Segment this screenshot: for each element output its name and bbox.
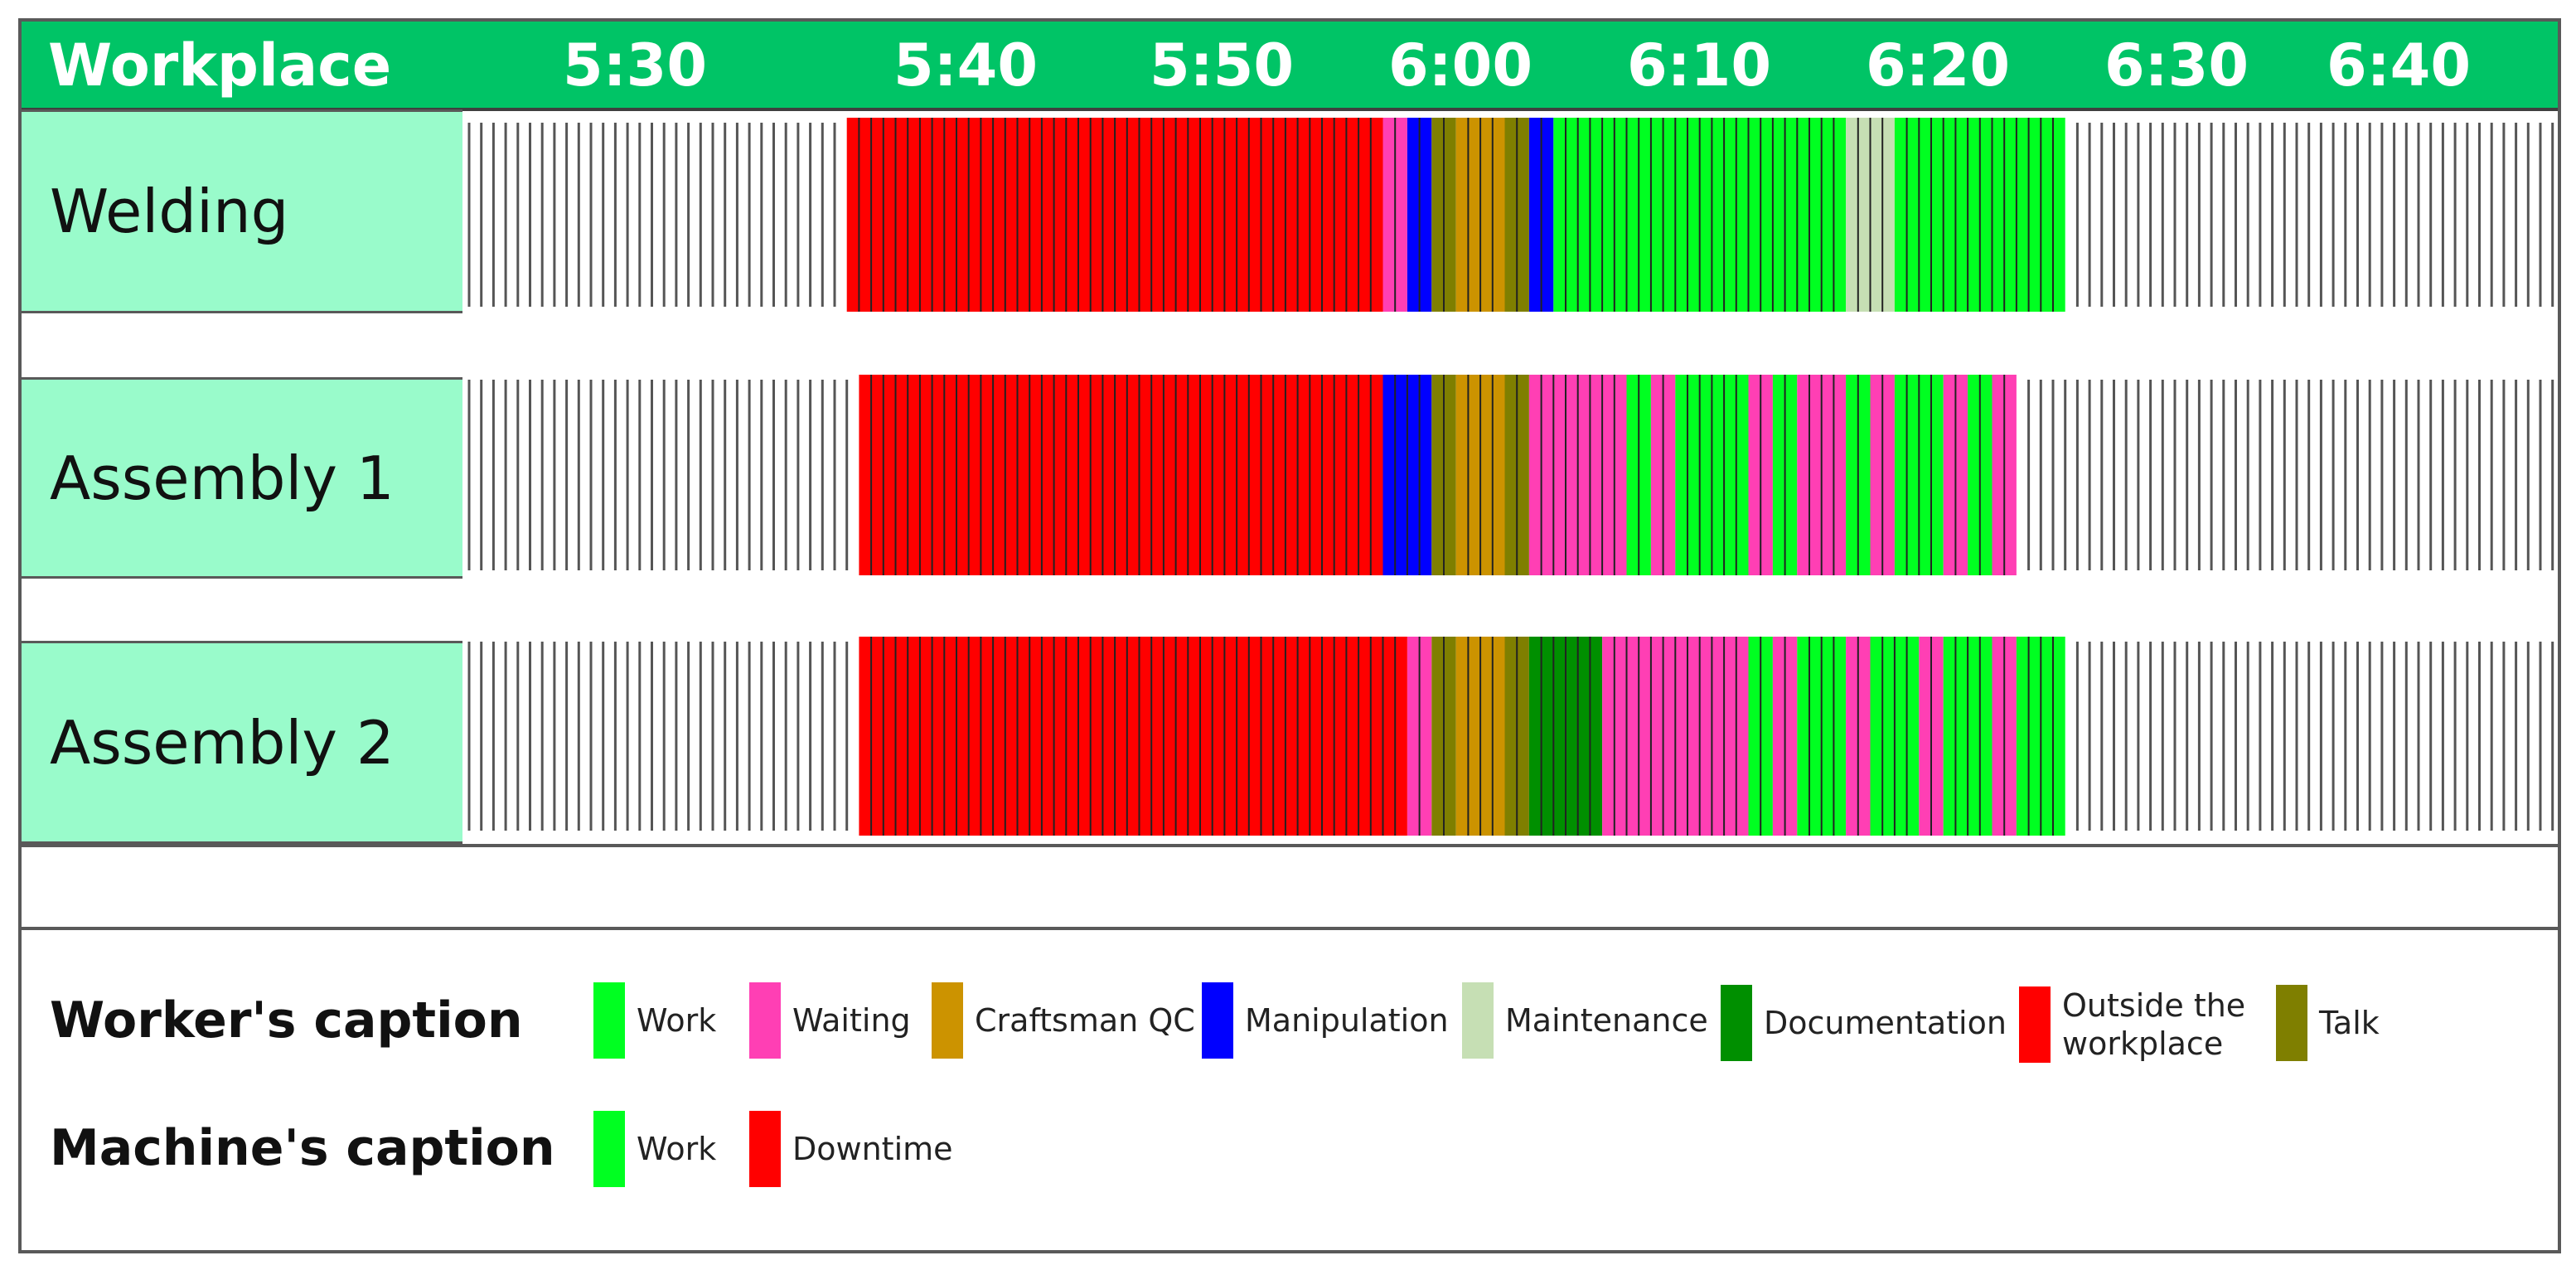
chart-title: Workplace <box>48 32 392 99</box>
legend-item-machine-work: Work <box>593 1111 716 1187</box>
legend-item-talk: Talk <box>2276 985 2380 1061</box>
legend-item-waiting: Waiting <box>749 982 911 1059</box>
x-tick-label: 6:40 <box>2326 32 2472 99</box>
legend-item-documentation: Documentation <box>1721 985 2007 1061</box>
x-tick-label: 6:00 <box>1387 32 1533 99</box>
legend-swatch <box>1202 982 1233 1059</box>
row-label-text: Assembly 2 <box>50 707 395 778</box>
x-tick-label: 6:20 <box>1865 32 2011 99</box>
x-tick-label: 5:30 <box>562 32 708 99</box>
legend-label: Documentation <box>1764 1005 2007 1041</box>
gantt-row <box>467 375 2554 575</box>
legend-label: Manipulation <box>1245 1002 1449 1039</box>
divider-line <box>22 844 2558 847</box>
legend-swatch <box>1462 982 1494 1059</box>
legend-label: Maintenance <box>1505 1002 1708 1039</box>
legend-swatch <box>2276 985 2307 1061</box>
legend-label: Craftsman QC <box>975 1002 1195 1039</box>
worker-caption-title: Worker's caption <box>50 991 523 1049</box>
x-tick-label: 6:30 <box>2104 32 2249 99</box>
legend-item-manipulation: Manipulation <box>1202 982 1449 1059</box>
x-tick-label: 6:10 <box>1626 32 1772 99</box>
gantt-row <box>467 637 2554 836</box>
row-label-assembly-2: Assembly 2 <box>22 641 462 844</box>
legend-swatch <box>749 982 781 1059</box>
row-label-text: Assembly 1 <box>50 443 395 513</box>
legend-swatch <box>749 1111 781 1187</box>
legend-swatch <box>2019 986 2051 1063</box>
legend-item-downtime: Downtime <box>749 1111 953 1187</box>
x-tick-label: 5:40 <box>893 32 1039 99</box>
legend-swatch <box>593 1111 625 1187</box>
legend-item-outside-workplace: Outside the workplace <box>2019 986 2245 1063</box>
legend-swatch <box>1721 985 1752 1061</box>
gantt-row <box>467 118 2554 312</box>
legend-label: Waiting <box>792 1002 911 1039</box>
legend-label: Work <box>637 1002 717 1039</box>
header-divider <box>22 108 2558 111</box>
legend-item-maintenance: Maintenance <box>1462 982 1708 1059</box>
legend-label: Work <box>637 1131 717 1167</box>
legend-item-craftsman-qc: Craftsman QC <box>932 982 1195 1059</box>
row-label-text: Welding <box>50 177 289 246</box>
legend-swatch <box>932 982 963 1059</box>
x-tick-label: 5:50 <box>1149 32 1295 99</box>
legend-label: Downtime <box>792 1131 953 1167</box>
legend-swatch <box>593 982 625 1059</box>
legend-label: Outside the workplace <box>2062 987 2246 1062</box>
legend-label: Talk <box>2319 1005 2380 1041</box>
row-label-welding: Welding <box>22 109 462 313</box>
segment-bar <box>859 375 1383 575</box>
segment-bar <box>859 637 1407 836</box>
machine-caption-title: Machine's caption <box>50 1119 555 1177</box>
legend-item-work: Work <box>593 982 716 1059</box>
row-label-assembly-1: Assembly 1 <box>22 377 462 579</box>
divider-line <box>22 927 2558 930</box>
header-bar <box>22 22 2558 109</box>
